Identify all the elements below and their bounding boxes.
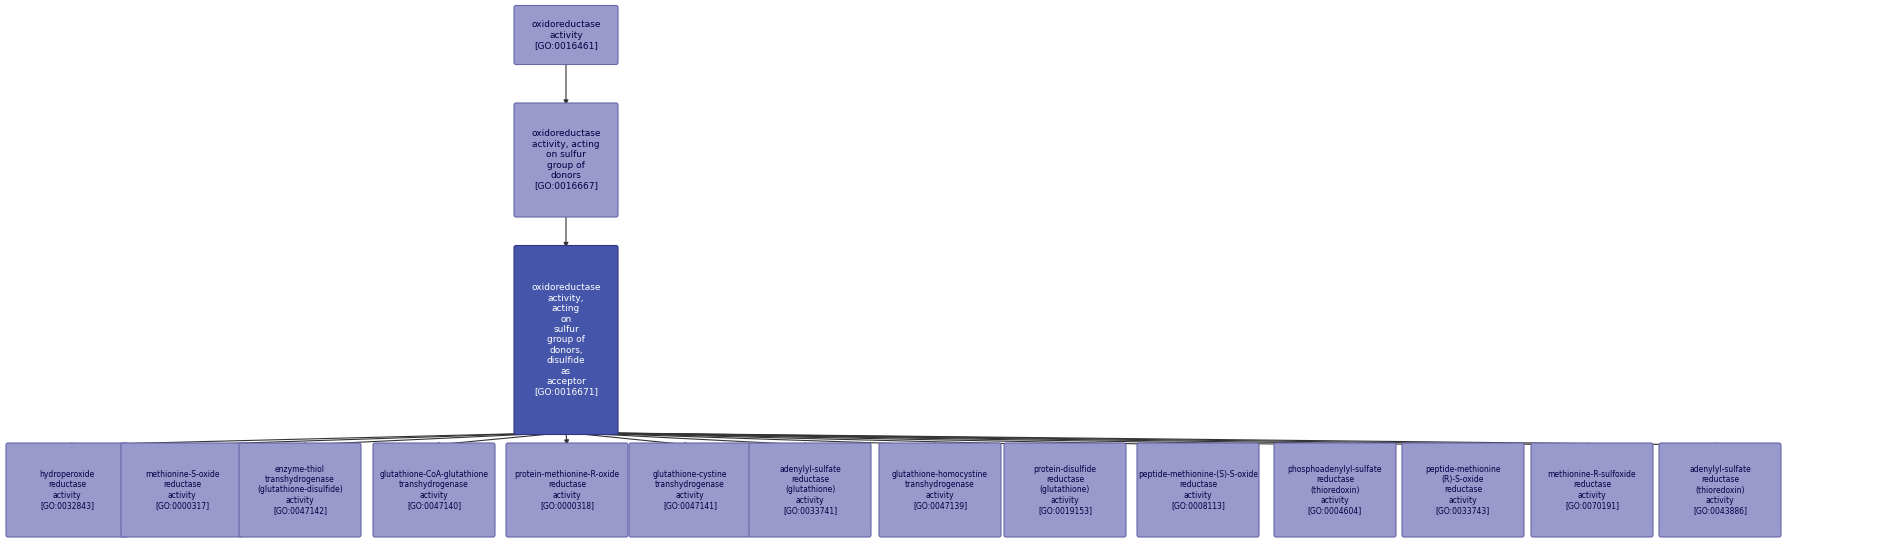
FancyBboxPatch shape xyxy=(1136,443,1258,537)
FancyBboxPatch shape xyxy=(1658,443,1780,537)
Text: glutathione-cystine
transhydrogenase
activity
[GO:0047141]: glutathione-cystine transhydrogenase act… xyxy=(654,470,727,510)
Text: enzyme-thiol
transhydrogenase
(glutathione-disulfide)
activity
[GO:0047142]: enzyme-thiol transhydrogenase (glutathio… xyxy=(257,465,344,515)
Text: glutathione-CoA-glutathione
transhydrogenase
activity
[GO:0047140]: glutathione-CoA-glutathione transhydroge… xyxy=(379,470,488,510)
FancyBboxPatch shape xyxy=(749,443,871,537)
FancyBboxPatch shape xyxy=(1403,443,1525,537)
FancyBboxPatch shape xyxy=(515,5,618,64)
FancyBboxPatch shape xyxy=(515,246,618,434)
FancyBboxPatch shape xyxy=(1005,443,1127,537)
Text: adenylyl-sulfate
reductase
(glutathione)
activity
[GO:0033741]: adenylyl-sulfate reductase (glutathione)… xyxy=(779,465,841,515)
FancyBboxPatch shape xyxy=(120,443,242,537)
FancyBboxPatch shape xyxy=(239,443,361,537)
FancyBboxPatch shape xyxy=(1531,443,1653,537)
Text: oxidoreductase
activity
[GO:0016461]: oxidoreductase activity [GO:0016461] xyxy=(531,20,601,50)
FancyBboxPatch shape xyxy=(879,443,1001,537)
FancyBboxPatch shape xyxy=(515,103,618,217)
Text: protein-methionine-R-oxide
reductase
activity
[GO:0000318]: protein-methionine-R-oxide reductase act… xyxy=(515,470,620,510)
Text: oxidoreductase
activity,
acting
on
sulfur
group of
donors,
disulfide
as
acceptor: oxidoreductase activity, acting on sulfu… xyxy=(531,283,601,397)
Text: hydroperoxide
reductase
activity
[GO:0032843]: hydroperoxide reductase activity [GO:003… xyxy=(39,470,94,510)
FancyBboxPatch shape xyxy=(505,443,627,537)
FancyBboxPatch shape xyxy=(1273,443,1395,537)
Text: oxidoreductase
activity, acting
on sulfur
group of
donors
[GO:0016667]: oxidoreductase activity, acting on sulfu… xyxy=(531,129,601,190)
Text: peptide-methionine-(S)-S-oxide
reductase
activity
[GO:0008113]: peptide-methionine-(S)-S-oxide reductase… xyxy=(1138,470,1258,510)
Text: peptide-methionine
(R)-S-oxide
reductase
activity
[GO:0033743]: peptide-methionine (R)-S-oxide reductase… xyxy=(1425,465,1501,515)
Text: adenylyl-sulfate
reductase
(thioredoxin)
activity
[GO:0043886]: adenylyl-sulfate reductase (thioredoxin)… xyxy=(1688,465,1750,515)
FancyBboxPatch shape xyxy=(374,443,496,537)
FancyBboxPatch shape xyxy=(629,443,751,537)
Text: phosphoadenylyl-sulfate
reductase
(thioredoxin)
activity
[GO:0004604]: phosphoadenylyl-sulfate reductase (thior… xyxy=(1288,465,1382,515)
Text: methionine-R-sulfoxide
reductase
activity
[GO:0070191]: methionine-R-sulfoxide reductase activit… xyxy=(1547,470,1636,510)
FancyBboxPatch shape xyxy=(6,443,128,537)
Text: glutathione-homocystine
transhydrogenase
activity
[GO:0047139]: glutathione-homocystine transhydrogenase… xyxy=(892,470,988,510)
Text: protein-disulfide
reductase
(glutathione)
activity
[GO:0019153]: protein-disulfide reductase (glutathione… xyxy=(1033,465,1097,515)
Text: methionine-S-oxide
reductase
activity
[GO:0000317]: methionine-S-oxide reductase activity [G… xyxy=(145,470,220,510)
